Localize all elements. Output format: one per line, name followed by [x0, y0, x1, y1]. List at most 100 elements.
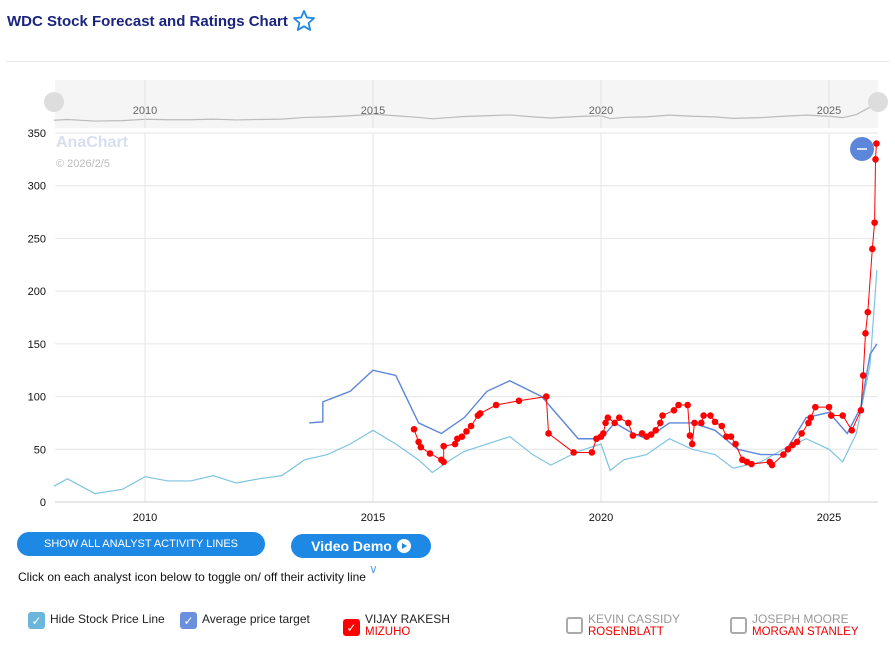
analyst-rating-point — [869, 245, 876, 253]
analyst-rating-point — [768, 461, 776, 469]
analyst-rating-point — [615, 414, 623, 421]
y-tick-label: 50 — [34, 444, 46, 456]
analyst-rating-point — [848, 427, 856, 434]
x-tick-label: 2015 — [361, 512, 385, 524]
star-outline-icon[interactable] — [292, 9, 316, 33]
analyst-rating-point — [415, 438, 422, 446]
analyst-rating-point — [588, 449, 596, 456]
analyst-name: JOSEPH MOORE — [752, 612, 849, 626]
checkmark-icon: ✓ — [28, 612, 45, 629]
analyst-rating-point — [545, 430, 552, 437]
analyst-toggle-vijay-rakesh[interactable]: ✓ VIJAY RAKESH MIZUHO — [343, 612, 450, 638]
analyst-firm: MIZUHO — [365, 626, 411, 638]
analyst-rating-point — [857, 406, 865, 414]
analyst-firm: ROSENBLATT — [588, 626, 664, 638]
watermark-brand: AnaChart — [56, 134, 129, 151]
analyst-rating-point — [656, 419, 664, 427]
analyst-rating-point — [440, 458, 447, 466]
analyst-rating-point — [688, 440, 696, 448]
play-icon — [396, 539, 411, 553]
analyst-rating-point — [467, 422, 475, 430]
analyst-rating-point — [784, 445, 792, 453]
x-tick-label: 2020 — [589, 512, 613, 524]
y-tick-label: 350 — [28, 128, 46, 140]
analyst-rating-point — [629, 432, 637, 439]
analyst-rating-point — [686, 432, 694, 439]
analyst-rating-point — [807, 414, 815, 421]
divider — [6, 61, 889, 62]
analyst-rating-point — [711, 418, 719, 426]
y-tick-label: 0 — [40, 497, 46, 509]
analyst-firm: MORGAN STANLEY — [752, 626, 859, 638]
analyst-rating-point — [793, 438, 801, 446]
analyst-rating-point — [707, 412, 714, 419]
analyst-rating-point — [718, 422, 726, 430]
analyst-rating-point — [805, 419, 812, 427]
analyst-rating-point — [864, 308, 872, 316]
analyst-rating-point — [698, 419, 705, 427]
analyst-rating-point — [691, 419, 698, 427]
analyst-toggle-kevin-cassidy[interactable]: KEVIN CASSIDY ROSENBLATT — [566, 612, 680, 638]
chevron-down-icon[interactable]: ∨ — [369, 562, 378, 576]
navigator-tick-label: 2015 — [361, 105, 385, 117]
checkbox-empty-icon — [566, 617, 583, 634]
show-all-analyst-lines-button[interactable]: SHOW ALL ANALYST ACTIVITY LINES — [17, 532, 265, 556]
analyst-rating-point — [859, 372, 867, 379]
analyst-rating-point — [410, 425, 418, 433]
analyst-rating-point — [652, 427, 660, 434]
avg-target-checkbox[interactable]: ✓ Average price target — [180, 612, 310, 629]
analyst-rating-point — [684, 401, 691, 409]
navigator-tick-label: 2020 — [589, 105, 613, 117]
analyst-rating-point — [458, 433, 466, 440]
analyst-rating-point — [827, 412, 835, 419]
analyst-rating-point — [871, 219, 878, 226]
analyst-rating-point — [570, 449, 577, 456]
navigator-background — [55, 80, 878, 128]
zoom-out-button[interactable] — [850, 137, 874, 161]
title-text: WDC Stock Forecast and Ratings Chart — [7, 12, 288, 30]
analyst-rating-point — [812, 403, 819, 411]
analyst-rating-point — [440, 442, 447, 450]
analyst-rating-point — [670, 406, 678, 414]
analyst-rating-point — [748, 460, 755, 468]
analyst-rating-point — [451, 440, 459, 448]
hide-price-checkbox[interactable]: ✓ Hide Stock Price Line — [28, 612, 165, 629]
analyst-rating-point — [647, 431, 655, 438]
analyst-rating-point — [675, 401, 682, 409]
analyst-rating-point — [873, 140, 880, 147]
analyst-rating-point — [825, 403, 833, 411]
show-all-label: SHOW ALL ANALYST ACTIVITY LINES — [44, 538, 238, 550]
analyst-rating-point — [625, 419, 632, 427]
analyst-rating-point — [700, 412, 707, 419]
analyst-name: KEVIN CASSIDY — [588, 612, 681, 626]
analyst-name: VIJAY RAKESH — [365, 612, 450, 626]
analyst-rating-point — [611, 419, 618, 427]
watermark-date: © 2026/2/5 — [56, 158, 110, 170]
stock-chart[interactable]: 2010 2015 2020 2025 0 50 100 150 200 250 300 350 201… — [0, 70, 895, 530]
analyst-rating-point — [515, 397, 523, 405]
hint-text: Click on each analyst icon below to togg… — [18, 570, 366, 584]
navigator-tick-label: 2025 — [817, 105, 841, 117]
y-tick-label: 250 — [28, 233, 46, 245]
analyst-rating-point — [492, 401, 500, 409]
analyst-rating-point — [426, 450, 434, 457]
analyst-rating-point — [542, 393, 550, 400]
analyst-rating-point — [604, 414, 612, 421]
analyst-toggle-joseph-moore[interactable]: JOSEPH MOORE MORGAN STANLEY — [730, 612, 859, 638]
avg-target-label: Average price target — [202, 612, 310, 626]
analyst-rating-point — [602, 419, 609, 427]
analyst-rating-point — [727, 433, 735, 440]
hide-price-label: Hide Stock Price Line — [50, 612, 165, 626]
navigator-line — [53, 96, 878, 122]
checkmark-icon: ✓ — [180, 612, 197, 629]
analyst-rating-point — [732, 440, 739, 448]
y-tick-label: 150 — [28, 339, 46, 351]
y-tick-label: 200 — [28, 286, 46, 298]
analyst-rating-point — [780, 451, 787, 458]
analyst-rating-point — [476, 410, 484, 417]
analyst-rating-point — [862, 330, 869, 337]
x-tick-label: 2025 — [817, 512, 841, 524]
video-demo-button[interactable]: Video Demo — [291, 534, 431, 558]
analyst-rating-point — [872, 156, 879, 163]
analyst-rating-point — [659, 412, 666, 419]
